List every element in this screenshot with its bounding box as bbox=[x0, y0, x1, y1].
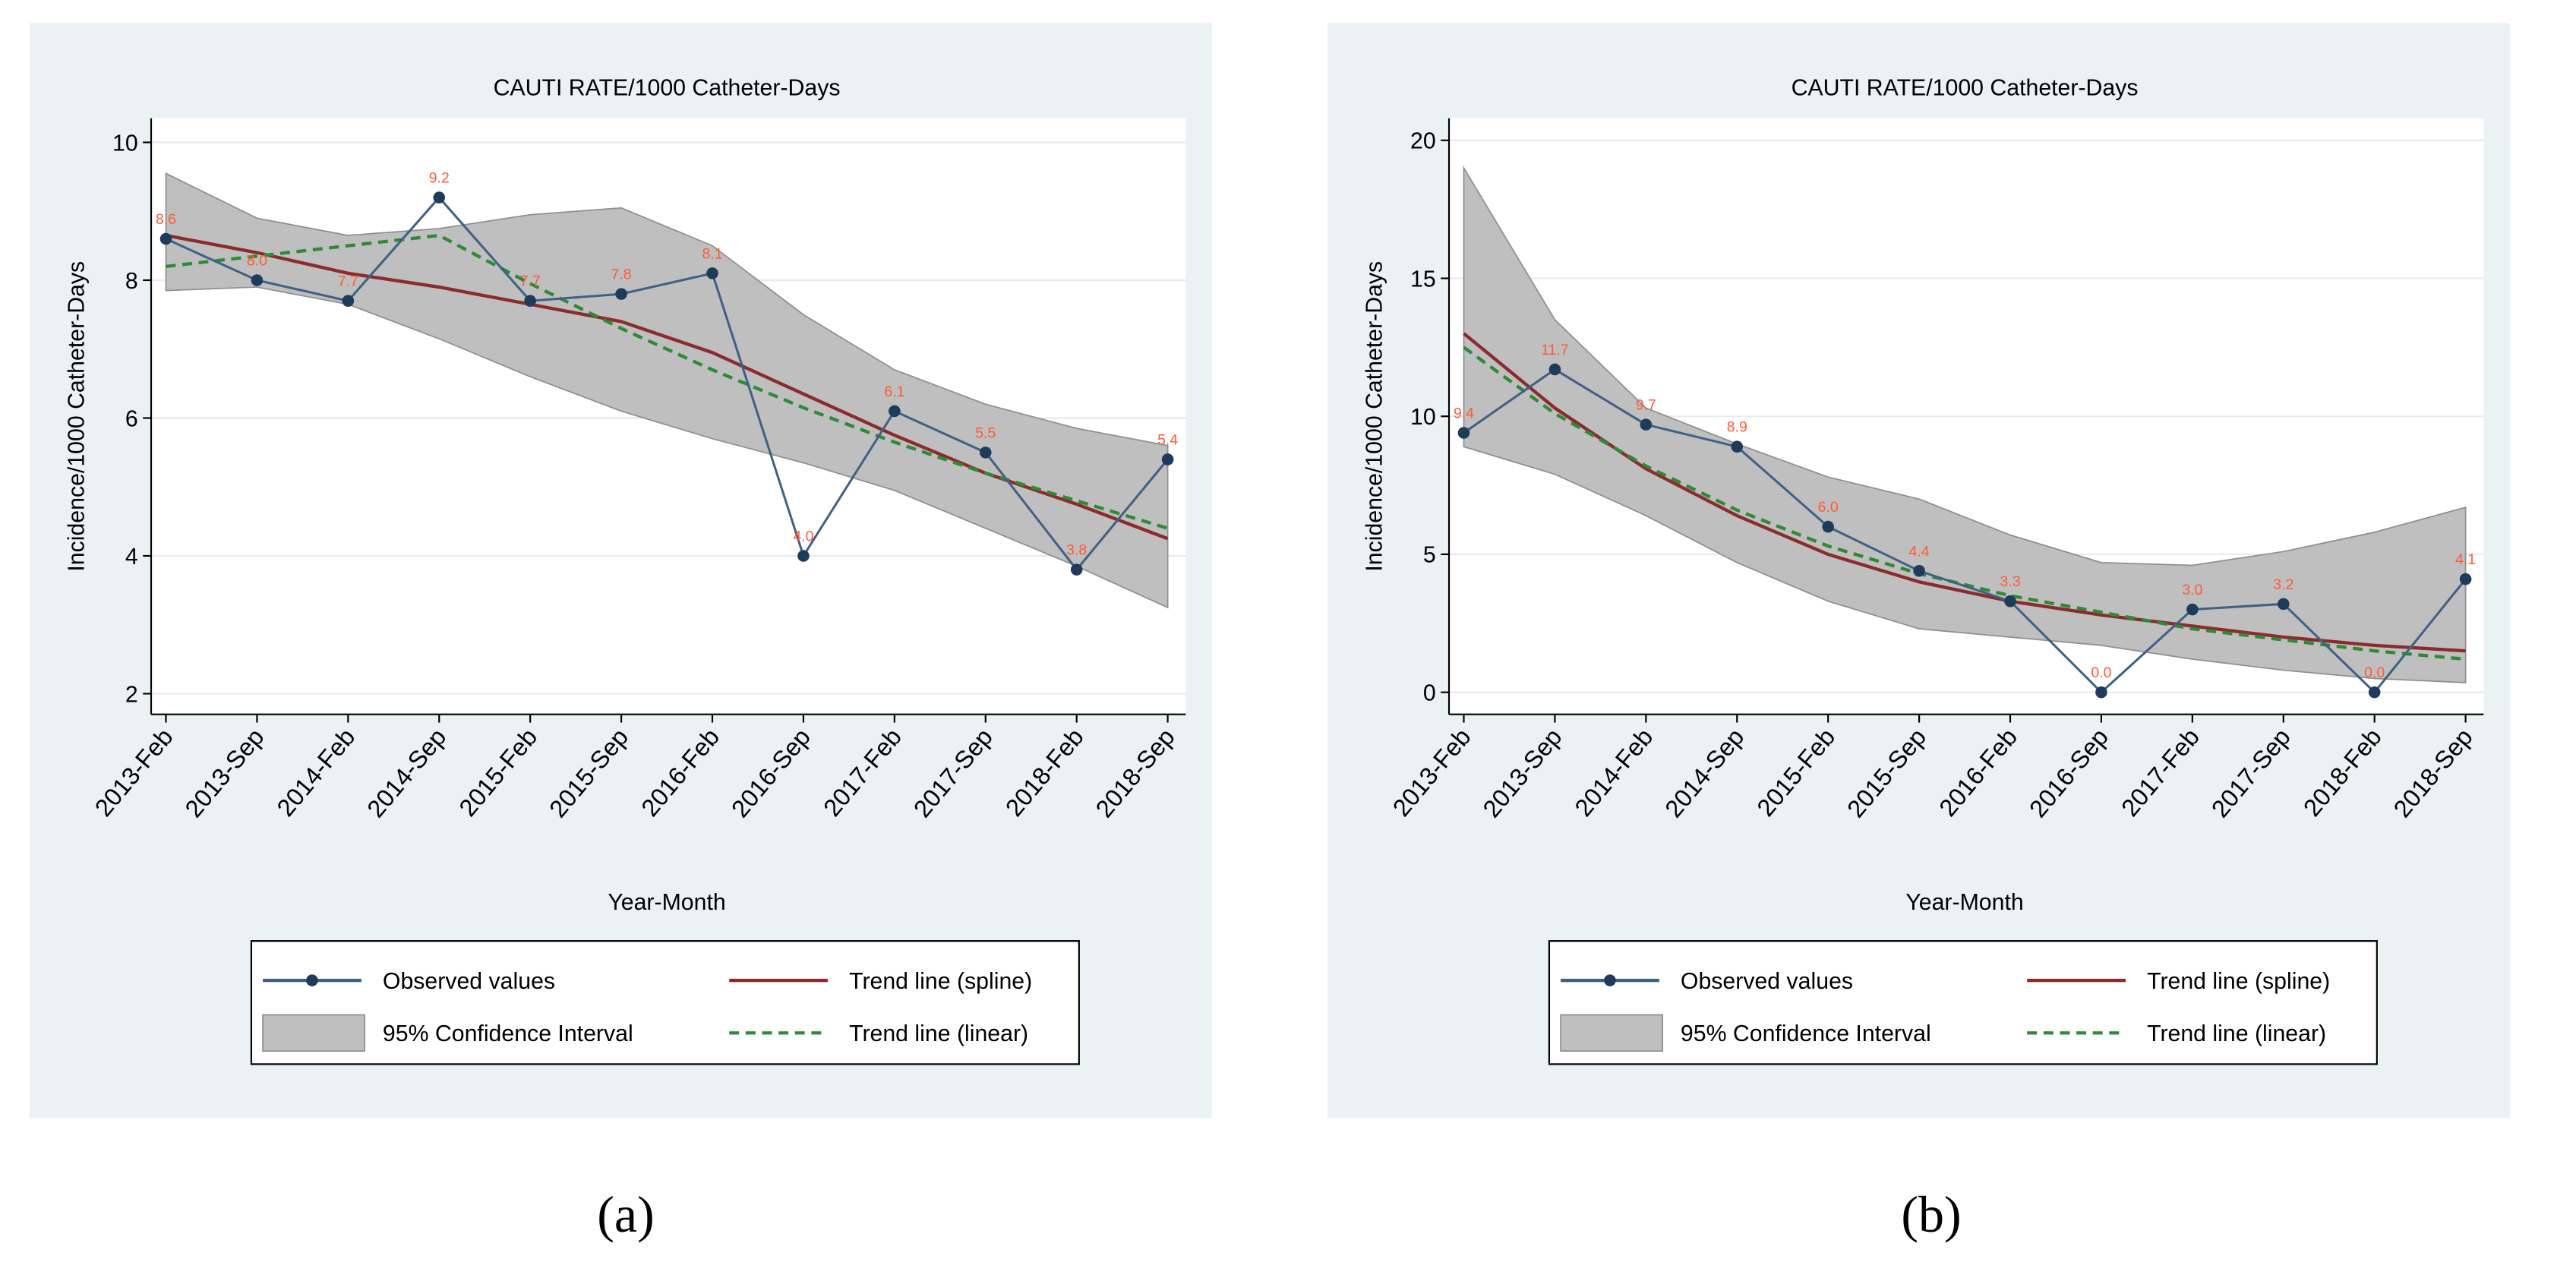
observed-marker bbox=[159, 232, 172, 245]
y-tick-label: 10 bbox=[112, 131, 138, 156]
chart-title: CAUTI RATE/1000 Catheter-Days bbox=[494, 75, 841, 100]
legend-label: Trend line (linear) bbox=[2147, 1021, 2326, 1046]
observed-marker bbox=[1161, 453, 1174, 466]
value-label: 9.7 bbox=[1636, 397, 1656, 414]
observed-marker bbox=[979, 447, 992, 459]
legend-label: Trend line (spline) bbox=[849, 969, 1032, 994]
observed-marker bbox=[1822, 520, 1834, 533]
value-label: 8.0 bbox=[247, 253, 267, 270]
value-label: 3.3 bbox=[2000, 573, 2020, 590]
value-label: 5.4 bbox=[1157, 431, 1178, 448]
value-label: 0.0 bbox=[2364, 664, 2385, 681]
trend-line bbox=[1463, 346, 2466, 661]
value-label: 4.0 bbox=[793, 529, 813, 545]
observed-marker bbox=[1070, 563, 1083, 576]
value-label: 6.0 bbox=[1818, 499, 1839, 516]
y-tick-label: 2 bbox=[125, 682, 138, 707]
y-tick-label: 15 bbox=[1410, 267, 1436, 292]
chart-panel: CAUTI RATE/1000 Catheter-Days 0 5 10 15 20 Inc… bbox=[1327, 23, 2510, 1119]
legend-swatch bbox=[262, 1014, 366, 1052]
legend-label: Observed values bbox=[383, 969, 555, 994]
legend-label: Trend line (linear) bbox=[849, 1021, 1028, 1046]
x-axis-label: Year-Month bbox=[1905, 890, 2023, 915]
observed-marker bbox=[342, 295, 355, 308]
observed-marker bbox=[2004, 595, 2016, 608]
observed-marker bbox=[615, 288, 627, 300]
legend-marker bbox=[1604, 974, 1616, 986]
trend-line bbox=[166, 233, 1169, 530]
legend-label: Trend line (spline) bbox=[2147, 969, 2330, 994]
value-label: 3.8 bbox=[1066, 542, 1087, 559]
value-label: 5.5 bbox=[975, 424, 996, 441]
y-tick-label: 5 bbox=[1423, 543, 1436, 568]
observed-marker bbox=[2186, 603, 2199, 616]
x-axis-label: Year-Month bbox=[608, 890, 725, 915]
value-label: 11.7 bbox=[1541, 342, 1568, 358]
observed-marker bbox=[889, 405, 901, 418]
value-label: 3.0 bbox=[2182, 582, 2202, 598]
observed-marker bbox=[2459, 573, 2472, 585]
value-label: 4.4 bbox=[1909, 543, 1930, 560]
observed-line bbox=[1463, 368, 2467, 694]
value-label: 8.6 bbox=[156, 211, 176, 228]
value-label: 7.7 bbox=[520, 273, 541, 290]
y-tick-label: 20 bbox=[1410, 129, 1436, 154]
chart-title: CAUTI RATE/1000 Catheter-Days bbox=[1792, 75, 2139, 100]
observed-marker bbox=[524, 295, 536, 308]
caption: (b) bbox=[1901, 1185, 1962, 1243]
legend-label: 95% Confidence Interval bbox=[383, 1021, 633, 1046]
y-axis-label: Incidence/1000 Catheter-Days bbox=[64, 261, 89, 572]
value-label: 9.4 bbox=[1454, 406, 1474, 422]
legend-swatch bbox=[1560, 1014, 1664, 1052]
value-label: 7.7 bbox=[338, 273, 358, 290]
value-label: 8.9 bbox=[1727, 419, 1747, 436]
legend-label: 95% Confidence Interval bbox=[1681, 1021, 1931, 1046]
caption: (a) bbox=[597, 1185, 655, 1243]
y-tick-label: 4 bbox=[125, 544, 138, 570]
value-label: 3.2 bbox=[2273, 576, 2293, 593]
value-label: 6.1 bbox=[884, 383, 904, 400]
value-label: 9.2 bbox=[429, 170, 450, 187]
y-tick-label: 6 bbox=[125, 406, 138, 431]
value-label: 7.8 bbox=[611, 267, 632, 283]
observed-marker bbox=[1913, 564, 1925, 577]
observed-marker bbox=[1548, 363, 1561, 376]
legend-marker bbox=[306, 974, 318, 986]
observed-marker bbox=[1457, 427, 1470, 439]
confidence-band bbox=[1463, 166, 2467, 683]
observed-marker bbox=[1640, 418, 1653, 431]
observed-marker bbox=[2095, 686, 2107, 699]
observed-marker bbox=[251, 274, 264, 286]
observed-marker bbox=[706, 267, 718, 279]
observed-marker bbox=[2368, 686, 2381, 699]
observed-marker bbox=[433, 191, 446, 204]
observed-marker bbox=[2277, 598, 2290, 611]
confidence-band bbox=[165, 172, 1169, 609]
value-label: 4.1 bbox=[2455, 551, 2476, 568]
y-tick-label: 0 bbox=[1423, 680, 1436, 705]
legend-box bbox=[1548, 940, 2378, 1065]
chart-panel: CAUTI RATE/1000 Catheter-Days 2 4 6 8 10 Incid… bbox=[30, 23, 1212, 1119]
legend-label: Observed values bbox=[1681, 969, 1853, 994]
observed-line bbox=[165, 195, 1169, 572]
y-tick-label: 8 bbox=[125, 269, 138, 294]
value-label: 8.1 bbox=[702, 245, 722, 262]
observed-marker bbox=[797, 550, 810, 562]
y-axis-label: Incidence/1000 Catheter-Days bbox=[1362, 261, 1387, 572]
legend-box bbox=[250, 940, 1080, 1065]
value-label: 0.0 bbox=[2091, 664, 2111, 681]
observed-marker bbox=[1731, 440, 1744, 453]
y-tick-label: 10 bbox=[1410, 405, 1436, 430]
